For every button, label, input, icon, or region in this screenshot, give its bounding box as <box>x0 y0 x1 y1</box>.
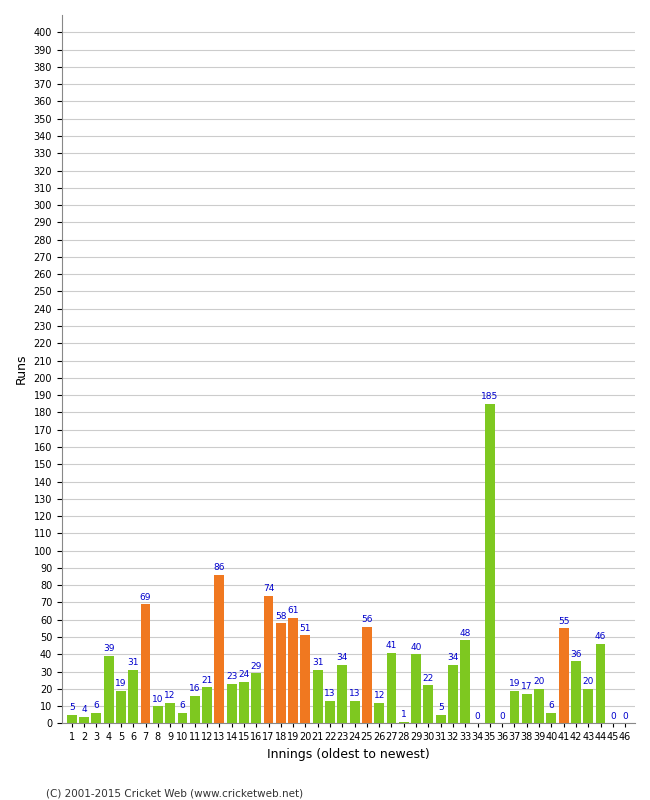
Bar <box>436 714 446 723</box>
Bar <box>559 628 569 723</box>
Bar <box>448 665 458 723</box>
Text: 34: 34 <box>337 653 348 662</box>
Text: 19: 19 <box>115 679 127 688</box>
Text: 55: 55 <box>558 617 569 626</box>
X-axis label: Innings (oldest to newest): Innings (oldest to newest) <box>267 748 430 761</box>
Text: 0: 0 <box>474 712 480 721</box>
Bar <box>300 635 310 723</box>
Bar <box>239 682 249 723</box>
Text: 20: 20 <box>582 678 594 686</box>
Text: 31: 31 <box>127 658 139 667</box>
Text: 0: 0 <box>499 712 505 721</box>
Bar <box>104 656 114 723</box>
Bar <box>116 690 126 723</box>
Text: 0: 0 <box>610 712 616 721</box>
Text: 13: 13 <box>324 690 336 698</box>
Text: 51: 51 <box>300 624 311 633</box>
Bar <box>485 404 495 723</box>
Bar <box>202 687 212 723</box>
Text: 86: 86 <box>214 563 225 572</box>
Bar <box>362 626 372 723</box>
Text: 16: 16 <box>189 684 200 693</box>
Bar <box>522 694 532 723</box>
Text: 0: 0 <box>622 712 628 721</box>
Text: 74: 74 <box>263 584 274 593</box>
Text: 31: 31 <box>312 658 324 667</box>
Text: 58: 58 <box>275 612 287 621</box>
Text: 24: 24 <box>239 670 250 679</box>
Text: 6: 6 <box>94 702 99 710</box>
Text: 61: 61 <box>287 606 299 615</box>
Bar <box>411 654 421 723</box>
Text: 40: 40 <box>410 642 422 652</box>
Bar <box>595 644 606 723</box>
Text: 20: 20 <box>534 678 545 686</box>
Text: 34: 34 <box>447 653 459 662</box>
Bar <box>399 722 409 723</box>
Text: 185: 185 <box>481 392 499 401</box>
Text: 12: 12 <box>374 691 385 700</box>
Bar <box>571 662 581 723</box>
Text: 23: 23 <box>226 672 237 681</box>
Text: 10: 10 <box>152 694 164 703</box>
Bar <box>153 706 162 723</box>
Bar <box>374 702 384 723</box>
Bar <box>264 595 274 723</box>
Bar <box>325 701 335 723</box>
Text: 17: 17 <box>521 682 532 691</box>
Text: 22: 22 <box>422 674 434 683</box>
Text: 12: 12 <box>164 691 176 700</box>
Bar <box>276 623 286 723</box>
Text: 48: 48 <box>460 629 471 638</box>
Text: 36: 36 <box>570 650 582 658</box>
Text: 6: 6 <box>179 702 185 710</box>
Text: 56: 56 <box>361 615 372 624</box>
Bar <box>337 665 347 723</box>
Bar <box>547 713 556 723</box>
Text: 5: 5 <box>438 703 443 712</box>
Bar <box>190 696 200 723</box>
Text: 5: 5 <box>69 703 75 712</box>
Bar <box>214 575 224 723</box>
Bar <box>583 689 593 723</box>
Text: 1: 1 <box>401 710 407 719</box>
Text: 4: 4 <box>81 705 87 714</box>
Bar <box>79 717 89 723</box>
Bar <box>140 604 150 723</box>
Bar <box>288 618 298 723</box>
Text: 21: 21 <box>202 675 213 685</box>
Y-axis label: Runs: Runs <box>15 354 28 385</box>
Text: 13: 13 <box>349 690 360 698</box>
Bar <box>510 690 519 723</box>
Bar <box>313 670 322 723</box>
Text: 69: 69 <box>140 593 151 602</box>
Bar <box>227 684 237 723</box>
Bar <box>460 641 470 723</box>
Bar <box>534 689 544 723</box>
Text: (C) 2001-2015 Cricket Web (www.cricketweb.net): (C) 2001-2015 Cricket Web (www.cricketwe… <box>46 788 303 798</box>
Text: 6: 6 <box>549 702 554 710</box>
Text: 19: 19 <box>509 679 520 688</box>
Bar <box>350 701 359 723</box>
Bar <box>67 714 77 723</box>
Bar <box>177 713 187 723</box>
Text: 29: 29 <box>250 662 262 670</box>
Bar <box>92 713 101 723</box>
Text: 39: 39 <box>103 645 114 654</box>
Text: 46: 46 <box>595 632 606 642</box>
Bar <box>423 686 434 723</box>
Bar <box>252 674 261 723</box>
Bar <box>387 653 396 723</box>
Bar <box>165 702 175 723</box>
Bar <box>128 670 138 723</box>
Text: 41: 41 <box>386 641 397 650</box>
